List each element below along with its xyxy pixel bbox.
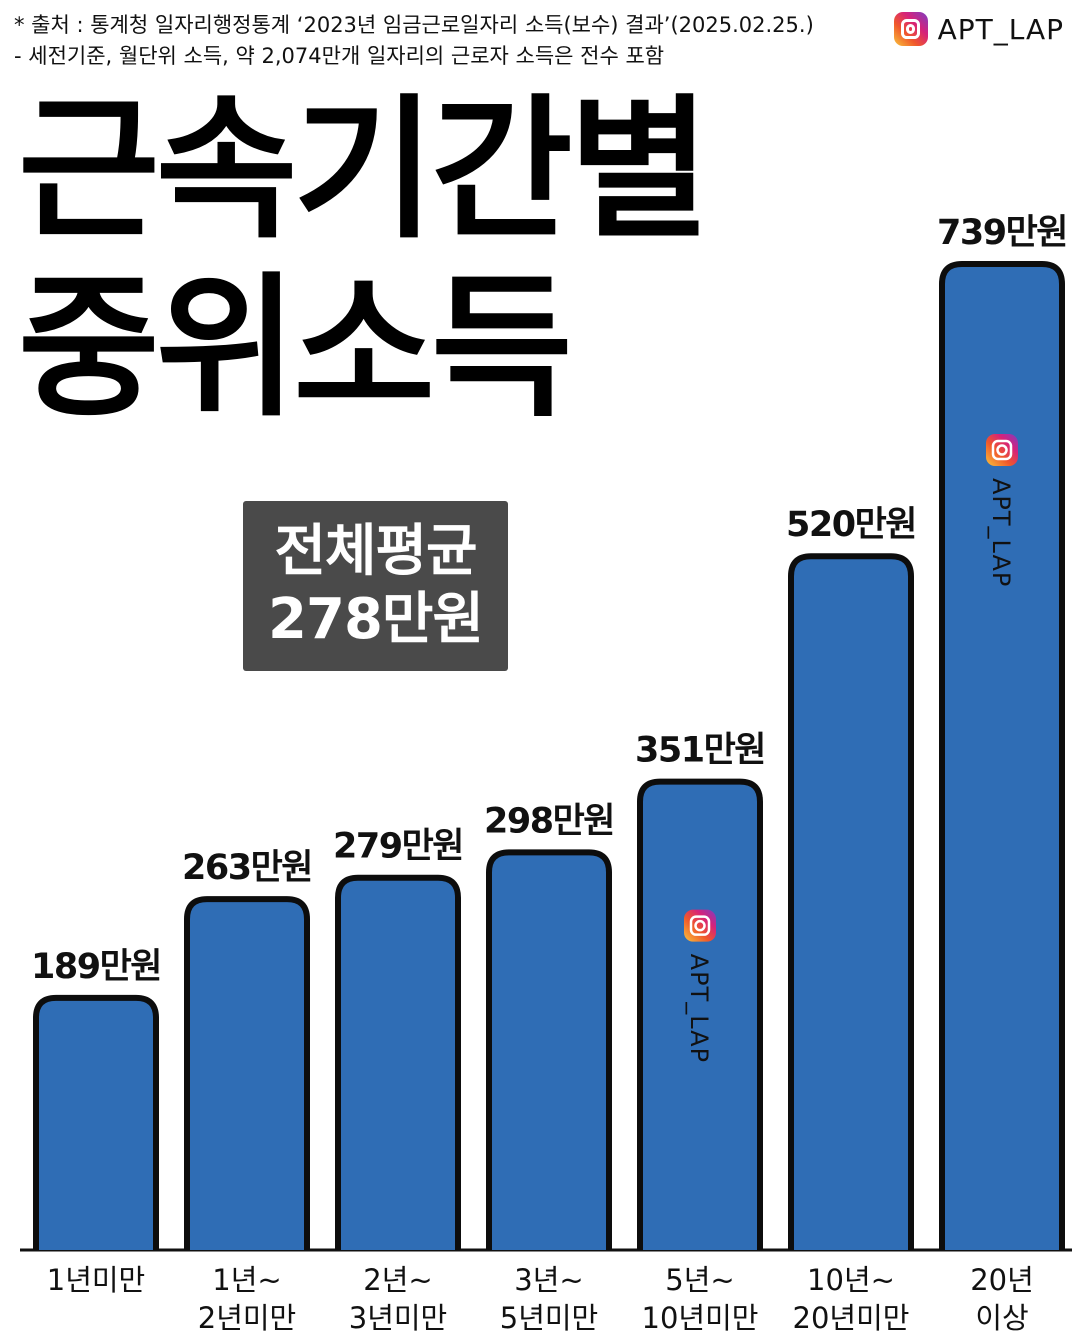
bar-2	[184, 896, 310, 1250]
watermark-2: APT_LAP	[986, 434, 1018, 587]
page-title: 근속기간별 중위소득	[18, 81, 710, 438]
watermark-text: APT_LAP	[987, 478, 1015, 587]
bar-5	[637, 778, 763, 1250]
value-label-6: 520만원	[786, 505, 916, 545]
source-note: * 출처 : 통계청 일자리행정통계 ‘2023년 임금근로일자리 소득(보수)…	[14, 10, 814, 72]
bar-6	[788, 553, 914, 1250]
category-label-1: 1년미만	[47, 1263, 146, 1297]
watermark-1: APT_LAP	[684, 909, 716, 1063]
source-line-1: * 출처 : 통계청 일자리행정통계 ‘2023년 임금근로일자리 소득(보수)…	[14, 13, 814, 37]
category-label-2: 1년~ 2년미만	[198, 1263, 297, 1335]
value-label-4: 298만원	[484, 801, 614, 841]
title-line-1: 근속기간별	[18, 81, 710, 260]
value-label-5: 351만원	[635, 731, 765, 771]
bar-3	[335, 874, 461, 1250]
watermark-instagram-icon	[986, 434, 1018, 466]
bar-7	[939, 261, 1065, 1250]
value-label-2: 263만원	[182, 848, 312, 888]
instagram-icon	[893, 12, 928, 46]
category-label-5: 5년~ 10년미만	[642, 1263, 759, 1335]
value-label-1: 189만원	[31, 947, 161, 987]
brand-name: APT_LAP	[937, 12, 1064, 46]
watermark-instagram-icon	[684, 909, 716, 942]
average-box: 전체평균 278만원	[243, 501, 508, 671]
category-label-4: 3년~ 5년미만	[500, 1263, 599, 1335]
average-value: 278만원	[268, 587, 484, 652]
category-label-7: 20년 이상	[970, 1263, 1034, 1335]
average-label: 전체평균	[274, 519, 477, 584]
title-line-2: 중위소득	[18, 259, 573, 438]
watermark-text: APT_LAP	[685, 954, 713, 1063]
bar-4	[486, 849, 612, 1250]
value-label-3: 279만원	[333, 827, 463, 867]
brand-badge[interactable]: APT_LAP	[893, 12, 1064, 46]
category-label-6: 10년~ 20년미만	[793, 1263, 910, 1335]
bar-1	[33, 994, 159, 1250]
source-line-2: - 세전기준, 월단위 소득, 약 2,074만개 일자리의 근로자 소득은 전…	[14, 44, 665, 68]
value-label-7: 739만원	[937, 213, 1067, 253]
category-label-3: 2년~ 3년미만	[349, 1263, 448, 1335]
